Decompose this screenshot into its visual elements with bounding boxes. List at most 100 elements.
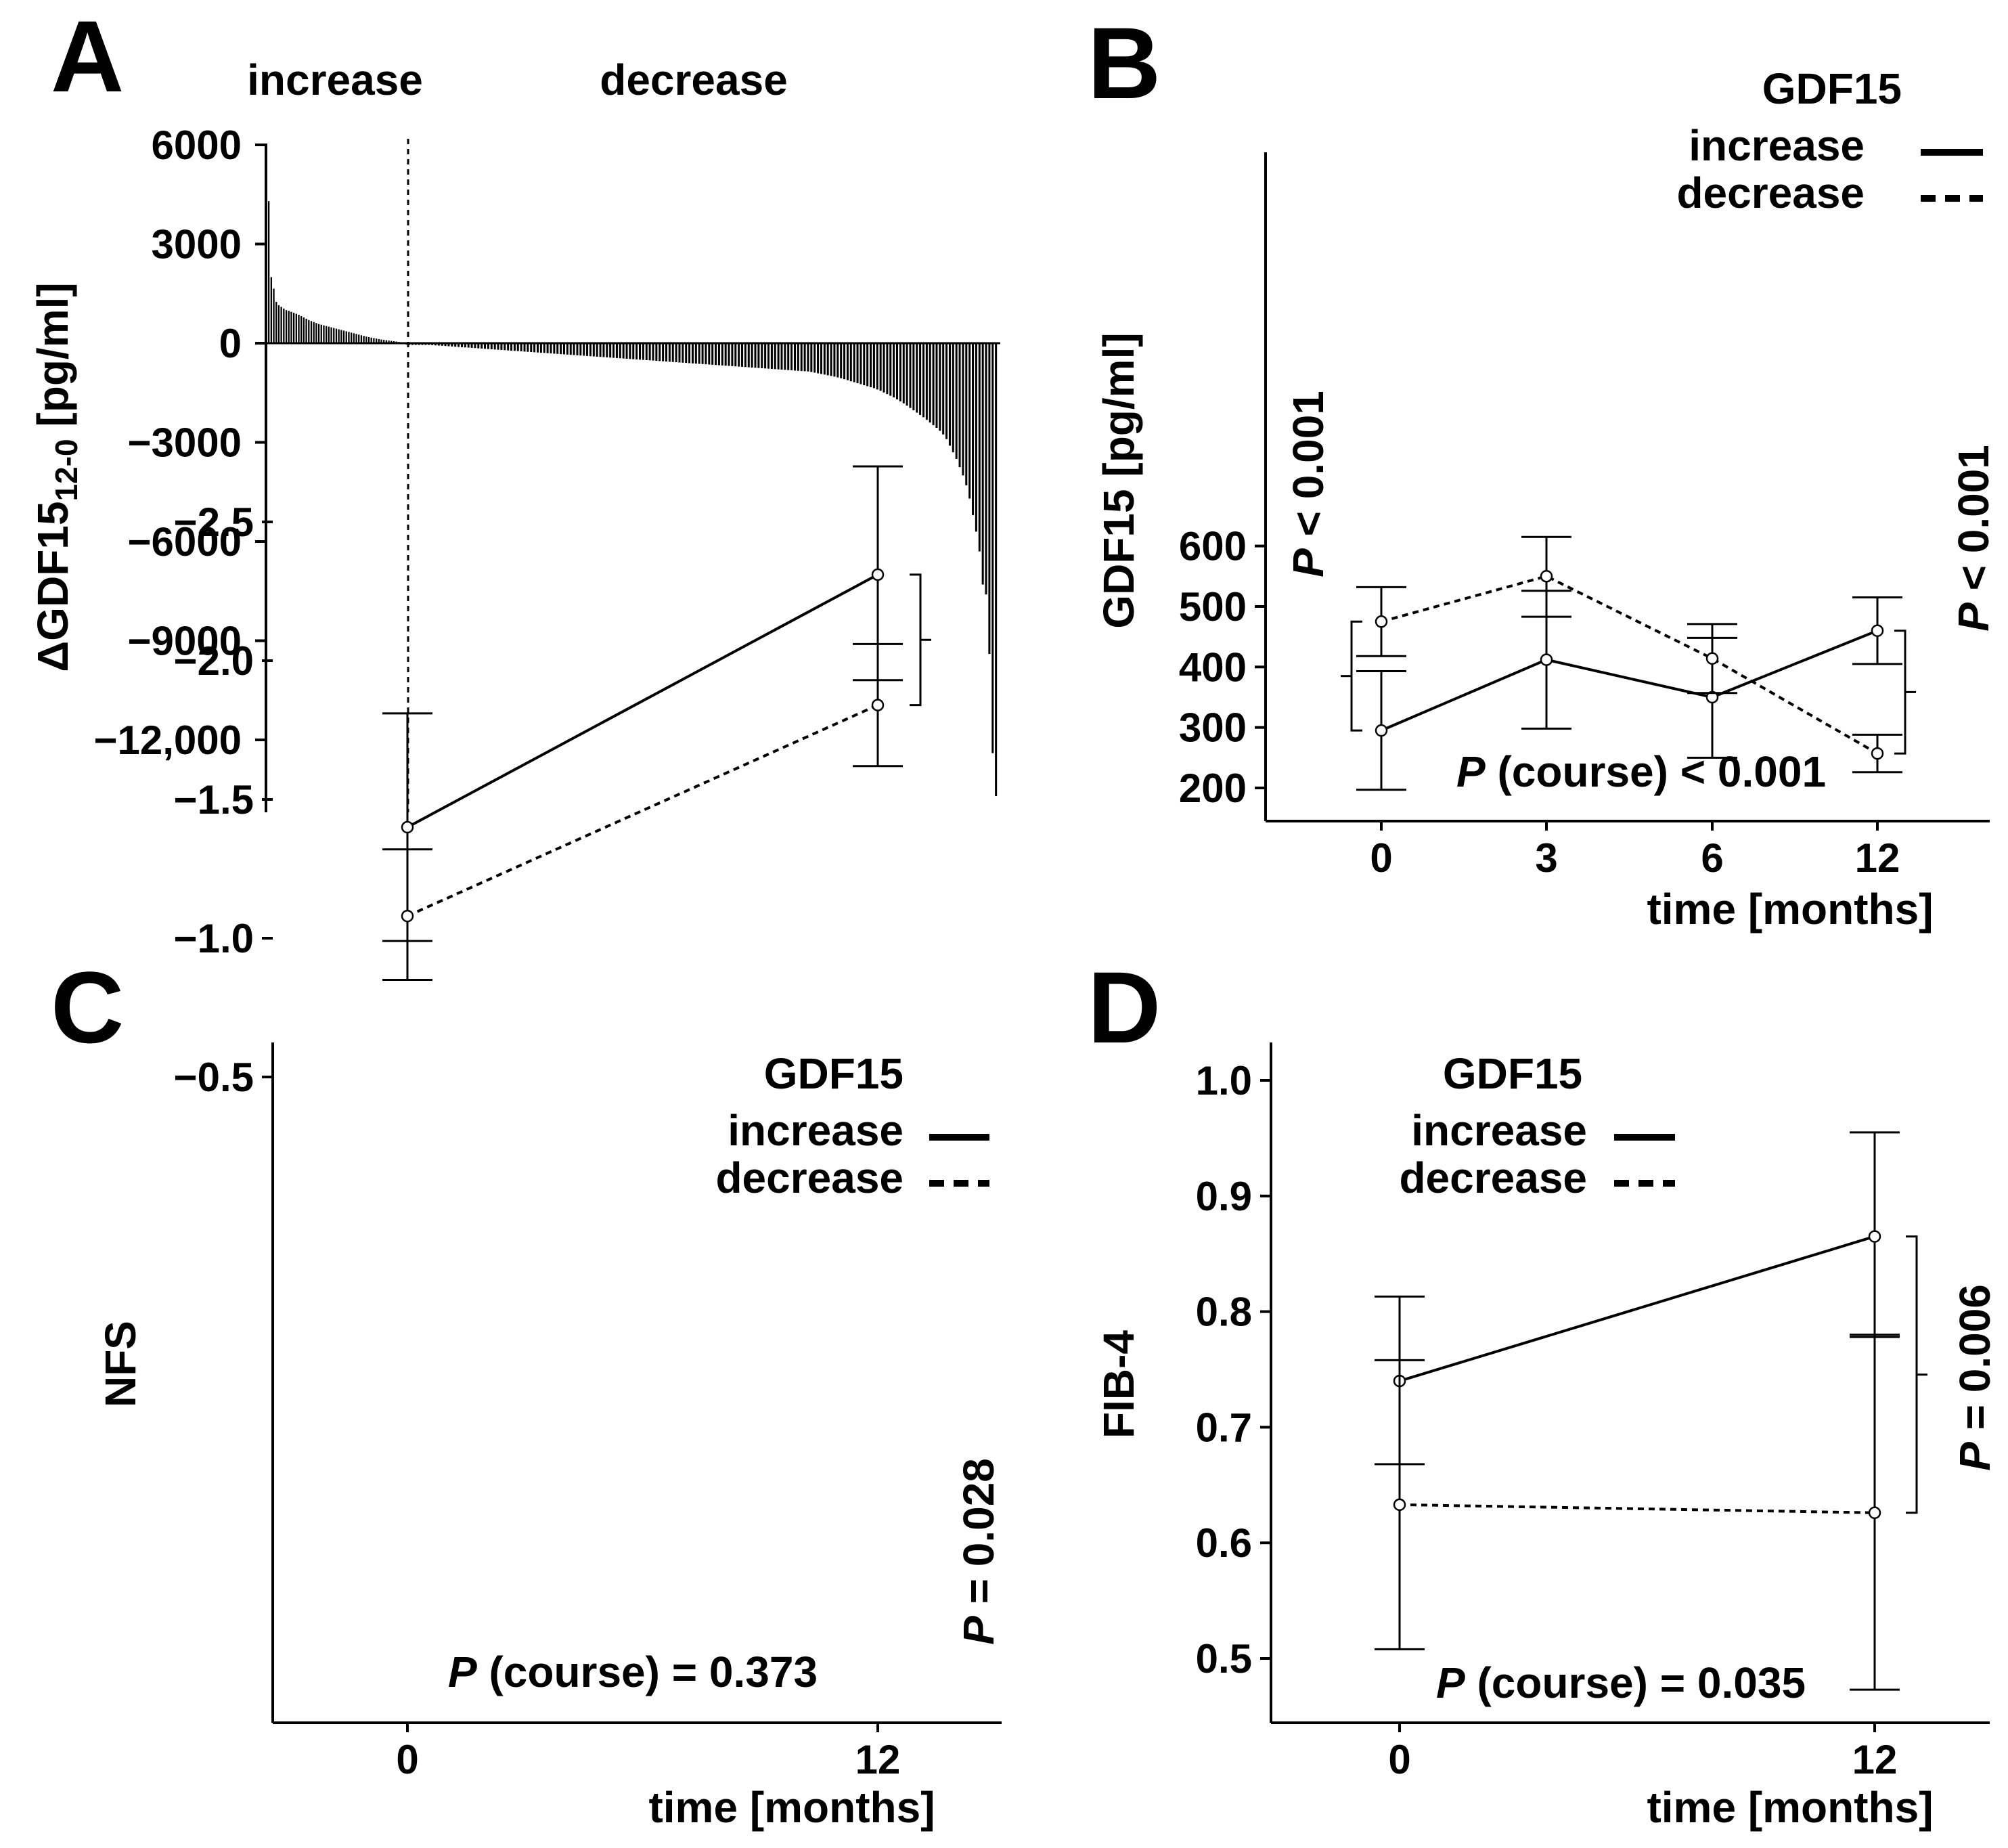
waterfall-bar	[893, 343, 895, 398]
waterfall-bar	[978, 343, 981, 552]
waterfall-bar	[454, 343, 457, 347]
p-value-course-c: P (course) = 0.373	[448, 1648, 818, 1696]
waterfall-bar	[691, 343, 694, 364]
y-title-subscript-a: 12-0	[49, 439, 84, 501]
waterfall-bar	[932, 343, 935, 426]
x-tick-label-c: 12	[855, 1737, 901, 1782]
data-point-decrease	[1375, 615, 1388, 628]
y-tick-label-a: −12,000	[93, 718, 242, 763]
waterfall-bar	[596, 343, 598, 357]
waterfall-bar	[948, 343, 951, 446]
y-tick-label-c: −2.0	[174, 638, 254, 684]
x-tick-label-d: 12	[1852, 1737, 1898, 1782]
series-line-increase	[1381, 629, 1878, 732]
waterfall-bar	[942, 343, 945, 435]
waterfall-bar	[662, 343, 665, 361]
waterfall-bar	[659, 343, 661, 361]
data-point-increase	[1868, 1230, 1881, 1243]
legend-increase-label-b: increase	[1689, 121, 1865, 170]
waterfall-bar	[507, 343, 510, 351]
waterfall-bar	[363, 336, 365, 343]
waterfall-bar	[290, 311, 292, 343]
waterfall-bar	[902, 343, 905, 403]
waterfall-bar	[648, 343, 651, 361]
waterfall-bar	[909, 343, 912, 408]
panel-a: A increase decrease 600030000−3000−6000−…	[28, 0, 1000, 812]
waterfall-bar	[451, 343, 453, 347]
waterfall-bar	[283, 308, 285, 343]
waterfall-bar	[330, 327, 332, 343]
waterfall-bar	[360, 335, 363, 343]
waterfall-bar	[916, 343, 918, 413]
data-point-increase	[401, 820, 414, 834]
waterfall-bar	[701, 343, 704, 364]
series-line-decrease	[1399, 1503, 1875, 1514]
x-tick-label-b: 3	[1535, 835, 1557, 881]
waterfall-bar	[721, 343, 723, 366]
waterfall-bar	[520, 343, 522, 352]
y-tick-label-c: −0.5	[174, 1055, 254, 1100]
waterfall-bar	[939, 343, 941, 431]
waterfall-bar	[546, 343, 549, 353]
group-label-decrease: decrease	[600, 56, 788, 104]
series-line-decrease	[1381, 575, 1878, 755]
waterfall-bar	[728, 343, 730, 366]
waterfall-bar	[308, 320, 310, 343]
waterfall-bar	[870, 343, 872, 387]
waterfall-bar	[830, 343, 832, 376]
data-point-decrease	[1393, 1498, 1406, 1512]
y-tick-label-c: −1.5	[174, 777, 254, 822]
waterfall-bar	[285, 310, 288, 343]
waterfall-bar	[912, 343, 915, 411]
waterfall-bar	[533, 343, 536, 353]
y-tick-label-a: 0	[219, 321, 242, 366]
y-ticks-a: 6000 3000 0 −3000 −6000 −9000 −12,000	[93, 123, 266, 763]
waterfall-bar	[645, 343, 648, 360]
waterfall-bar	[751, 343, 753, 368]
waterfall-bar	[899, 343, 901, 401]
waterfall-bar	[744, 343, 746, 368]
waterfall-bar	[562, 343, 565, 355]
waterfall-bar	[678, 343, 681, 363]
waterfall-bar	[298, 315, 300, 343]
waterfall-bar	[609, 343, 612, 358]
waterfall-bar	[619, 343, 621, 359]
p-course-b-rest: (course) < 0.001	[1486, 747, 1826, 796]
waterfall-bar	[566, 343, 568, 355]
waterfall-bar	[437, 343, 440, 346]
waterfall-bar	[708, 343, 711, 365]
panel-label-c: C	[51, 950, 124, 1064]
y-title-main-a: ΔGDF15	[28, 501, 77, 672]
y-tick-label-d: 0.8	[1196, 1290, 1252, 1335]
y-axis-title-d: FIB-4	[1094, 1330, 1143, 1438]
waterfall-bar	[315, 323, 317, 343]
waterfall-bar	[353, 333, 355, 343]
plot-c: −0.5 −1.0 −1.5 −2.0 −2.5 0 12	[174, 465, 931, 1782]
waterfall-bar	[444, 343, 447, 347]
waterfall-bar	[840, 343, 843, 378]
y-tick-label-d: 0.5	[1196, 1636, 1252, 1681]
waterfall-bar	[295, 313, 297, 343]
waterfall-bar	[810, 343, 813, 372]
y-tick-label-a: 6000	[152, 123, 242, 168]
waterfall-bar	[583, 343, 585, 356]
waterfall-bar	[807, 343, 809, 372]
waterfall-bar	[333, 328, 335, 343]
waterfall-bar	[872, 343, 875, 389]
waterfall-bar	[523, 343, 526, 352]
waterfall-bar	[606, 343, 608, 357]
waterfall-bar	[945, 343, 948, 439]
p-value-right-c: P = 0.028	[954, 1458, 1003, 1645]
waterfall-bar	[460, 343, 463, 347]
y-tick-label-b: 500	[1179, 584, 1247, 630]
waterfall-bar	[516, 343, 519, 351]
waterfall-bar	[556, 343, 559, 354]
waterfall-bar	[774, 343, 776, 370]
waterfall-bar	[988, 343, 991, 655]
legend-title-c: GDF15	[764, 1049, 903, 1098]
waterfall-bar	[803, 343, 806, 372]
y-title-unit-a: [pg/ml]	[28, 282, 77, 426]
data-point-decrease	[1705, 652, 1719, 665]
series-line-increase	[407, 573, 878, 829]
